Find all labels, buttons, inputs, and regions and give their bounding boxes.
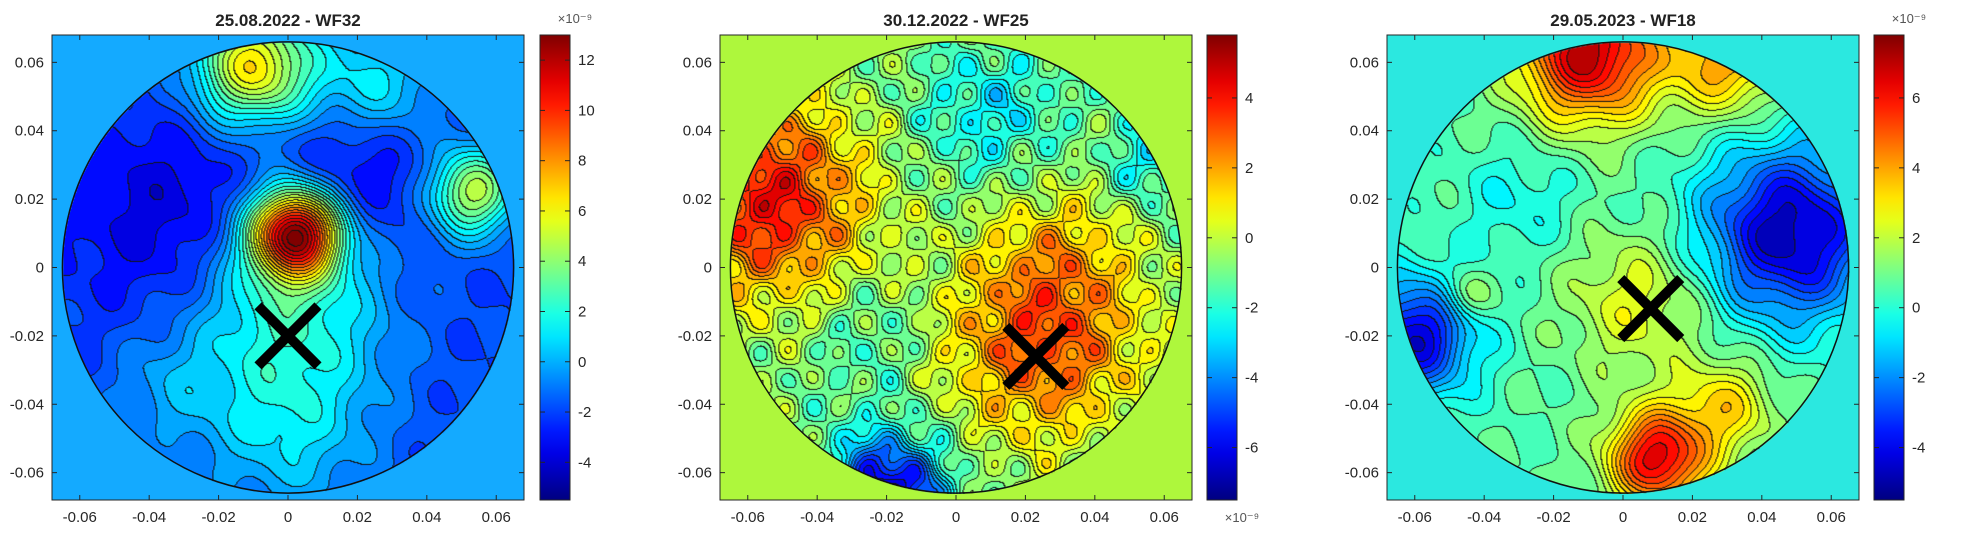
- colorbar-tick-label: 8: [578, 153, 586, 170]
- colorbar-exponent: ×10⁻⁹: [558, 11, 592, 26]
- x-tick-label: 0.04: [412, 509, 441, 526]
- x-marker: [1617, 274, 1685, 343]
- aperture-outline: [729, 41, 1183, 494]
- colorbar-tick-label: 12: [578, 52, 595, 69]
- colorbar-tick-label: 0: [578, 354, 586, 371]
- colorbar: -4 -2 0 2 4 6 ×10⁻⁹: [1873, 11, 1926, 501]
- y-tick-label: 0.02: [683, 191, 712, 208]
- y-tick-label: 0.06: [683, 54, 712, 71]
- x-marker: [254, 302, 322, 370]
- colorbar-tick-label: -4: [1912, 440, 1925, 457]
- colorbar-tick-label: 6: [578, 203, 586, 220]
- colorbar-tick-label: -6: [1245, 440, 1258, 457]
- x-tick-label: -0.06: [1398, 509, 1432, 526]
- y-tick-label: 0.02: [1350, 191, 1379, 208]
- x-tick-label: 0.04: [1080, 509, 1109, 526]
- colorbar-scale: [1206, 34, 1238, 501]
- y-tick-label: -0.04: [10, 396, 44, 413]
- y-tick-label: -0.02: [1345, 328, 1379, 345]
- x-tick-label: -0.04: [800, 509, 834, 526]
- x-tick-label: -0.04: [132, 509, 166, 526]
- colorbar-tick-label: -2: [578, 404, 591, 421]
- colorbar-tick-label: 2: [1912, 230, 1920, 247]
- colorbar-tick-label: 10: [578, 102, 595, 119]
- y-tick-label: 0.04: [683, 123, 712, 140]
- colorbar-tick-label: -4: [578, 454, 591, 471]
- x-tick-label: -0.04: [1467, 509, 1501, 526]
- y-tick-label: -0.02: [10, 328, 44, 345]
- y-tick-label: 0: [704, 260, 712, 277]
- wavefront-panel: -0.06 -0.04 -0.02 0 0.02 0.04 0.06 0.06 0.04 0.02…: [678, 11, 1259, 526]
- colorbar-tick-label: 0: [1912, 300, 1920, 317]
- colorbar-tick-label: 2: [578, 303, 586, 320]
- x-tick-label: -0.02: [201, 509, 235, 526]
- x-tick-label: 0.02: [1678, 509, 1707, 526]
- colorbar-tick-label: -2: [1245, 300, 1258, 317]
- wavefront-panel: -0.06 -0.04 -0.02 0 0.02 0.04 0.06 0.06 0.04 0.02…: [1345, 11, 1926, 526]
- colorbar-tick-label: 6: [1912, 90, 1920, 107]
- x-marker-stroke: [1617, 274, 1685, 343]
- y-tick-label: -0.06: [678, 465, 712, 482]
- colorbar-exponent: ×10⁻⁹: [1225, 510, 1259, 525]
- colorbar-tick-label: -4: [1245, 370, 1258, 387]
- x-tick-label: 0: [952, 509, 960, 526]
- aperture-outline: [1396, 41, 1850, 494]
- y-tick-label: -0.06: [10, 465, 44, 482]
- y-tick-label: 0.04: [1350, 123, 1379, 140]
- x-tick-label: 0: [284, 509, 292, 526]
- colorbar-tick-label: -2: [1912, 370, 1925, 387]
- colorbar-tick-label: 0: [1245, 230, 1253, 247]
- panel-title: 25.08.2022 - WF32: [215, 11, 361, 30]
- y-tick-label: 0.04: [15, 123, 44, 140]
- colorbar-tick-label: 4: [1912, 160, 1920, 177]
- x-marker-stroke: [254, 302, 322, 370]
- x-tick-label: 0: [1619, 509, 1627, 526]
- panel-title: 30.12.2022 - WF25: [883, 11, 1029, 30]
- y-tick-label: -0.06: [1345, 465, 1379, 482]
- x-tick-label: -0.06: [731, 509, 765, 526]
- x-tick-label: -0.02: [1536, 509, 1570, 526]
- x-tick-label: 0.04: [1747, 509, 1776, 526]
- y-tick-label: 0.06: [15, 54, 44, 71]
- y-tick-label: -0.04: [1345, 396, 1379, 413]
- x-marker-stroke: [1002, 322, 1070, 390]
- y-tick-label: 0: [36, 260, 44, 277]
- y-tick-label: -0.02: [678, 328, 712, 345]
- colorbar-scale: [1873, 34, 1905, 501]
- x-tick-label: -0.02: [869, 509, 903, 526]
- wavefront-panel: -0.06 -0.04 -0.02 0 0.02 0.04 0.06 0.06 0.04 0.02…: [10, 11, 595, 526]
- x-tick-label: -0.06: [63, 509, 97, 526]
- wavefront-map: [1397, 41, 1850, 494]
- y-tick-label: 0.02: [15, 191, 44, 208]
- x-tick-label: 0.06: [1150, 509, 1179, 526]
- x-marker: [1002, 322, 1070, 390]
- y-tick-label: 0.06: [1350, 54, 1379, 71]
- x-tick-label: 0.02: [1011, 509, 1040, 526]
- colorbar-tick-label: 2: [1245, 160, 1253, 177]
- colorbar-tick-label: 4: [578, 253, 586, 270]
- wavefront-map: [62, 41, 515, 494]
- colorbar: -4 -2 0 2 4 6 8 10 12 ×10⁻⁹: [539, 11, 595, 501]
- colorbar-scale: [539, 34, 571, 501]
- colorbar: -6 -4 -2 0 2 4 ×10⁻⁹: [1206, 34, 1259, 525]
- wavefront-map: [730, 41, 1183, 494]
- y-tick-label: -0.04: [678, 396, 712, 413]
- aperture-outline: [61, 41, 515, 494]
- colorbar-exponent: ×10⁻⁹: [1892, 11, 1926, 26]
- colorbar-tick-label: 4: [1245, 90, 1253, 107]
- x-tick-label: 0.02: [343, 509, 372, 526]
- y-tick-label: 0: [1371, 260, 1379, 277]
- x-tick-label: 0.06: [482, 509, 511, 526]
- panel-title: 29.05.2023 - WF18: [1550, 11, 1696, 30]
- x-tick-label: 0.06: [1817, 509, 1846, 526]
